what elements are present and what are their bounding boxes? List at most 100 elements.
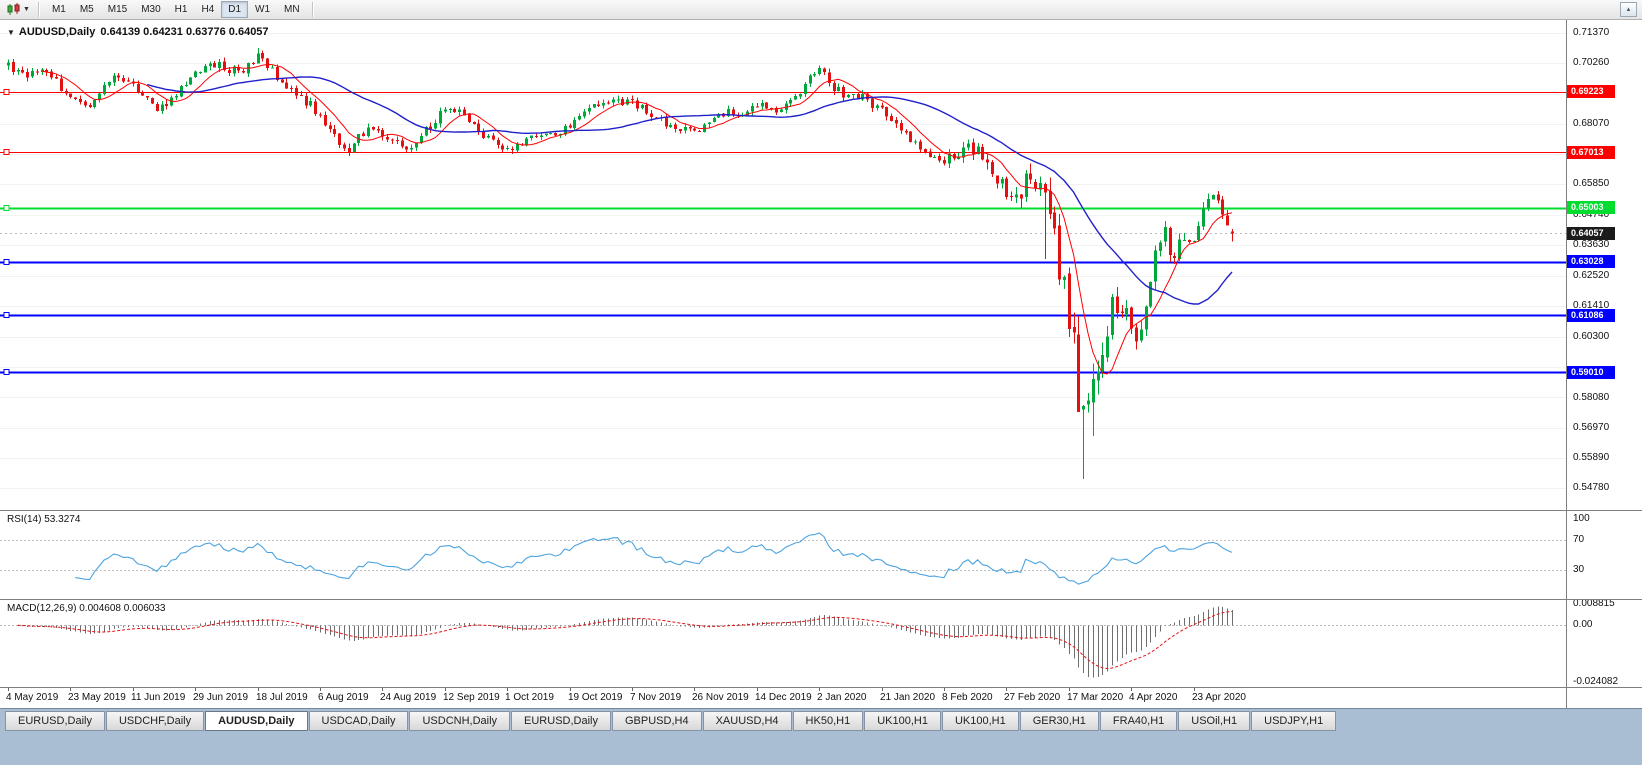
price-axis-label: 0.54780	[1573, 482, 1610, 493]
price-axis-label: 0.63630	[1573, 239, 1610, 251]
macd-values: 0.004608 0.006033	[79, 603, 166, 614]
plot-column: ▼ AUDUSD,Daily 0.64139 0.64231 0.63776 0.6…	[0, 20, 1566, 708]
chart-tab-usdcnh-daily[interactable]: USDCNH,Daily	[409, 711, 511, 731]
macd-axis-label: 0.008815	[1573, 598, 1615, 609]
date-label: 2 Jan 2020	[817, 692, 867, 703]
status-strip	[0, 732, 1642, 765]
chart-menu-icon[interactable]: ▼	[7, 28, 15, 37]
horizontal-line-0.61086[interactable]	[0, 312, 1566, 318]
price-badge-0.65003: 0.65003	[1567, 201, 1615, 215]
chart-tab-ger30-h1[interactable]: GER30,H1	[1019, 711, 1099, 731]
chart-tab-fra40-h1[interactable]: FRA40,H1	[1099, 711, 1178, 731]
toolbar-scroll-up-button[interactable]: ▲	[1620, 2, 1637, 17]
time-axis-tick	[570, 687, 571, 691]
grid-lines	[0, 33, 1566, 489]
time-axis-tick	[819, 687, 820, 691]
chart-tab-eurusd-daily[interactable]: EURUSD,Daily	[5, 711, 105, 731]
horizontal-line-0.69223[interactable]	[0, 89, 1566, 95]
price-badge-0.61086: 0.61086	[1567, 308, 1615, 322]
price-badge-0.63028: 0.63028	[1567, 255, 1615, 269]
time-axis-tick	[757, 687, 758, 691]
timeframe-button-m5[interactable]: M5	[79, 4, 94, 15]
timeframe-button-m1[interactable]: M1	[51, 4, 66, 15]
rsi-axis-label: 70	[1573, 534, 1585, 546]
date-label: 19 Oct 2019	[568, 692, 623, 703]
time-axis-tick	[694, 687, 695, 691]
timeframe-button-d1[interactable]: D1	[221, 1, 249, 18]
toolbar-separator	[37, 2, 40, 17]
date-label: 23 Apr 2020	[1192, 692, 1246, 703]
panel-separator[interactable]	[0, 599, 1642, 600]
date-label: 7 Nov 2019	[630, 692, 682, 703]
toolbar: ▼ M1 M5 M15 M30 H1 H4 D1 W1 MN ▲	[0, 0, 1642, 20]
candlestick-chart[interactable]	[0, 20, 1566, 510]
timeframe-button-group: M1 M5 M15 M30 H1 H4 D1 W1 MN	[45, 1, 307, 18]
horizontal-line-0.63028[interactable]	[0, 259, 1566, 265]
rsi-line	[75, 532, 1233, 585]
chart-tab-uk100-h1[interactable]: UK100,H1	[941, 711, 1019, 731]
panel-separator[interactable]	[0, 510, 1642, 511]
time-axis-tick	[944, 687, 945, 691]
candlestick-chart-icon	[7, 3, 20, 15]
chart-type-button[interactable]: ▼	[4, 1, 33, 18]
chart-tab-uk100-h1[interactable]: UK100,H1	[864, 711, 941, 731]
chart-tab-eurusd-daily[interactable]: EURUSD,Daily	[511, 711, 611, 731]
time-axis-tick	[507, 687, 508, 691]
price-axis-label: 0.55890	[1573, 451, 1610, 463]
macd-histogram	[18, 606, 1233, 678]
rsi-name: RSI(14)	[7, 514, 42, 525]
timeframe-button-mn[interactable]: MN	[284, 4, 300, 15]
chart-tabs-bar: EURUSD,Daily USDCHF,Daily AUDUSD,Daily USDC…	[0, 708, 1642, 732]
price-axis-label: 0.65850	[1573, 178, 1610, 190]
rsi-value: 53.3274	[44, 514, 81, 525]
price-badge-0.67013: 0.67013	[1567, 146, 1615, 159]
macd-signal-line	[17, 611, 1233, 670]
macd-indicator-label: MACD(12,26,9) 0.004608 0.006033	[7, 603, 165, 614]
date-label: 4 Apr 2020	[1129, 692, 1178, 703]
date-label: 14 Dec 2019	[755, 692, 812, 703]
chart-tab-usoil-h1[interactable]: USOil,H1	[1178, 711, 1251, 731]
chart-tab-audusd-daily[interactable]: AUDUSD,Daily	[205, 711, 308, 731]
time-axis[interactable]: 4 May 2019 23 May 2019 11 Jun 2019 29 Jun 2…	[0, 687, 1566, 708]
horizontal-line-0.67013[interactable]	[0, 149, 1566, 155]
macd-panel[interactable]: MACD(12,26,9) 0.004608 0.006033	[0, 599, 1566, 687]
horizontal-line-0.59010[interactable]	[0, 369, 1566, 375]
price-chart-panel[interactable]: ▼ AUDUSD,Daily 0.64139 0.64231 0.63776 0.6…	[0, 20, 1566, 510]
horizontal-line-0.65003[interactable]	[0, 205, 1566, 211]
date-label: 8 Feb 2020	[942, 692, 993, 703]
time-axis-tick	[1006, 687, 1007, 691]
rsi-panel[interactable]: RSI(14) 53.3274	[0, 510, 1566, 599]
chart-tab-usdcad-daily[interactable]: USDCAD,Daily	[308, 711, 409, 731]
macd-chart[interactable]	[0, 599, 1566, 687]
time-axis-tick	[445, 687, 446, 691]
date-label: 29 Jun 2019	[193, 692, 249, 703]
date-label: 18 Jul 2019	[256, 692, 308, 703]
timeframe-button-w1[interactable]: W1	[255, 4, 271, 15]
timeframe-button-h4[interactable]: H4	[201, 4, 215, 15]
horizontal-line-objects	[0, 89, 1566, 375]
price-axis-label: 0.61410	[1573, 300, 1610, 312]
price-axis-label: 0.62520	[1573, 269, 1610, 281]
time-axis-tick	[133, 687, 134, 691]
price-axis[interactable]: 0.71370 0.70260 0.68070 0.65850 0.64740 0.636…	[1566, 20, 1642, 708]
chart-tab-xauusd-h4[interactable]: XAUUSD,H4	[702, 711, 792, 731]
ma-fast-line	[41, 63, 1233, 375]
up-arrow-icon: ▲	[1625, 6, 1632, 13]
timeframe-button-m15[interactable]: M15	[107, 4, 128, 15]
chart-area: ▼ AUDUSD,Daily 0.64139 0.64231 0.63776 0.6…	[0, 20, 1642, 708]
chart-tab-gbpusd-h4[interactable]: GBPUSD,H4	[612, 711, 702, 731]
macd-name: MACD(12,26,9)	[7, 603, 77, 614]
time-axis-tick	[382, 687, 383, 691]
chart-tab-usdchf-daily[interactable]: USDCHF,Daily	[105, 711, 205, 731]
time-axis-tick	[1069, 687, 1070, 691]
timeframe-button-m30[interactable]: M30	[141, 4, 161, 15]
date-label: 11 Jun 2019	[131, 692, 186, 703]
date-label: 17 Mar 2020	[1067, 692, 1124, 703]
chart-tab-hk50-h1[interactable]: HK50,H1	[792, 711, 864, 731]
timeframe-button-h1[interactable]: H1	[174, 4, 188, 15]
chart-tab-usdjpy-h1[interactable]: USDJPY,H1	[1251, 711, 1337, 731]
date-label: 23 May 2019	[68, 692, 126, 703]
date-label: 1 Oct 2019	[505, 692, 554, 703]
candles-layer	[7, 48, 1234, 480]
rsi-chart[interactable]	[0, 510, 1566, 599]
